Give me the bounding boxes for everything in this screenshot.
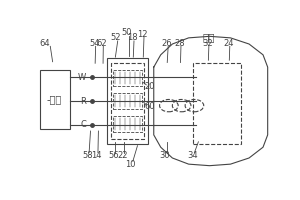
Bar (113, 70, 142, 86)
Text: W: W (78, 73, 86, 82)
Text: 18: 18 (128, 33, 138, 42)
Text: 56: 56 (108, 151, 119, 160)
Text: 62: 62 (97, 39, 107, 48)
Bar (107, 58, 148, 144)
Bar (111, 63, 145, 139)
Text: 32: 32 (202, 39, 212, 48)
Text: 52: 52 (111, 33, 121, 42)
Text: 20: 20 (144, 82, 155, 91)
Text: 54: 54 (89, 39, 100, 48)
Bar (113, 93, 142, 109)
Text: 14: 14 (91, 151, 102, 160)
Text: 10: 10 (125, 160, 136, 169)
Bar (193, 62, 241, 144)
Text: 64: 64 (39, 39, 50, 48)
Bar (40, 70, 70, 129)
Text: 24: 24 (223, 39, 233, 48)
Text: -电路: -电路 (46, 94, 62, 104)
Text: 28: 28 (174, 39, 184, 48)
Text: C: C (80, 120, 86, 129)
Text: 34: 34 (188, 151, 198, 160)
Text: R: R (80, 97, 86, 106)
Text: 30: 30 (160, 151, 170, 160)
Text: 22: 22 (117, 151, 128, 160)
Text: 身体: 身体 (202, 32, 214, 42)
Text: 26: 26 (161, 39, 172, 48)
Text: 58: 58 (82, 151, 93, 160)
Text: 12: 12 (137, 30, 148, 39)
Text: 50: 50 (122, 28, 132, 37)
Bar (113, 116, 142, 132)
Text: 60: 60 (144, 102, 155, 111)
